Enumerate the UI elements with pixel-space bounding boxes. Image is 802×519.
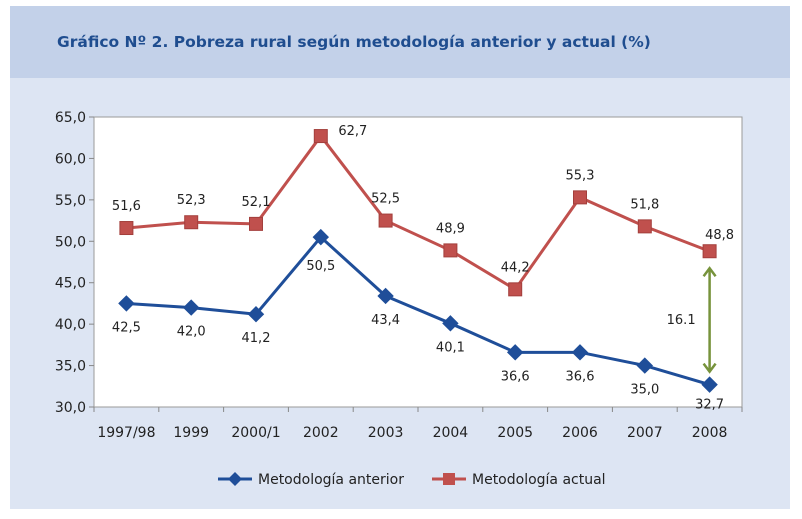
y-tick-label: 65,0	[55, 110, 86, 126]
data-label-actual: 48,8	[705, 228, 734, 243]
legend-marker-anterior	[228, 472, 242, 486]
data-point-actual	[637, 219, 652, 234]
x-tick-label: 1999	[173, 425, 209, 441]
chart-title: Gráfico Nº 2. Pobreza rural según metodo…	[57, 33, 651, 51]
data-label-anterior: 36,6	[501, 369, 530, 384]
series-line-anterior	[126, 234, 711, 387]
x-tick-label: 2000/1	[231, 425, 280, 441]
data-point-actual	[702, 244, 717, 259]
x-tick-label: 2003	[368, 425, 404, 441]
data-point-anterior	[312, 228, 330, 246]
data-point-actual	[378, 213, 393, 228]
data-point-actual	[249, 216, 263, 231]
data-point-anterior	[182, 299, 200, 316]
data-point-anterior	[506, 344, 524, 361]
x-tick-label: 2002	[303, 425, 339, 441]
legend-label-anterior: Metodología anterior	[258, 472, 404, 488]
data-label-actual: 48,9	[436, 221, 465, 236]
data-label-anterior: 40,1	[436, 340, 465, 355]
x-tick-label: 1997/98	[97, 425, 155, 441]
title-band: Gráfico Nº 2. Pobreza rural según metodo…	[10, 6, 790, 78]
data-point-anterior	[247, 305, 265, 323]
y-tick-label: 55,0	[55, 193, 86, 209]
x-tick-label: 2007	[627, 425, 663, 441]
legend-label-actual: Metodología actual	[472, 472, 606, 488]
y-tick-label: 60,0	[55, 151, 86, 167]
x-tick-label: 2008	[692, 425, 728, 441]
data-point-actual	[313, 129, 328, 144]
y-tick-label: 35,0	[55, 359, 86, 375]
legend-marker-actual	[443, 473, 455, 485]
plot-area	[93, 116, 743, 408]
data-label-actual: 52,3	[177, 193, 206, 208]
data-point-anterior	[442, 315, 459, 332]
data-label-anterior: 35,0	[630, 383, 659, 398]
data-point-anterior	[701, 376, 718, 393]
data-label-actual: 55,3	[566, 168, 595, 183]
data-point-anterior	[636, 357, 654, 374]
data-label-anterior: 42,5	[112, 320, 141, 335]
series-line-actual	[126, 133, 711, 292]
data-point-anterior	[571, 344, 589, 361]
data-label-anterior: 50,5	[306, 259, 335, 274]
data-label-anterior: 32,7	[695, 398, 724, 413]
y-tick-label: 30,0	[55, 400, 86, 416]
difference-label: 16.1	[667, 313, 696, 328]
data-point-actual	[573, 190, 587, 205]
data-label-anterior: 36,6	[566, 369, 595, 384]
x-tick-label: 2004	[433, 425, 469, 441]
data-label-actual: 44,2	[501, 260, 530, 275]
y-tick-label: 45,0	[55, 276, 86, 292]
y-tick-label: 40,0	[55, 317, 86, 333]
data-point-actual	[184, 215, 199, 230]
arrowhead-up	[702, 266, 717, 277]
data-point-anterior	[377, 287, 394, 305]
data-point-actual	[508, 282, 523, 297]
data-label-actual: 51,6	[112, 199, 141, 214]
x-tick-label: 2005	[497, 425, 533, 441]
data-label-anterior: 41,2	[242, 331, 271, 346]
y-tick-label: 50,0	[55, 234, 86, 250]
data-label-actual: 51,8	[630, 197, 659, 212]
data-point-actual	[443, 243, 458, 258]
data-label-actual: 52,1	[242, 195, 271, 210]
data-label-anterior: 43,4	[371, 313, 400, 328]
x-tick-label: 2006	[562, 425, 598, 441]
arrowhead-down	[702, 362, 717, 374]
data-label-actual: 52,5	[371, 192, 400, 207]
data-label-actual: 62,7	[338, 124, 367, 139]
data-point-actual	[119, 221, 134, 236]
data-label-anterior: 42,0	[177, 325, 206, 340]
data-point-anterior	[118, 295, 135, 312]
